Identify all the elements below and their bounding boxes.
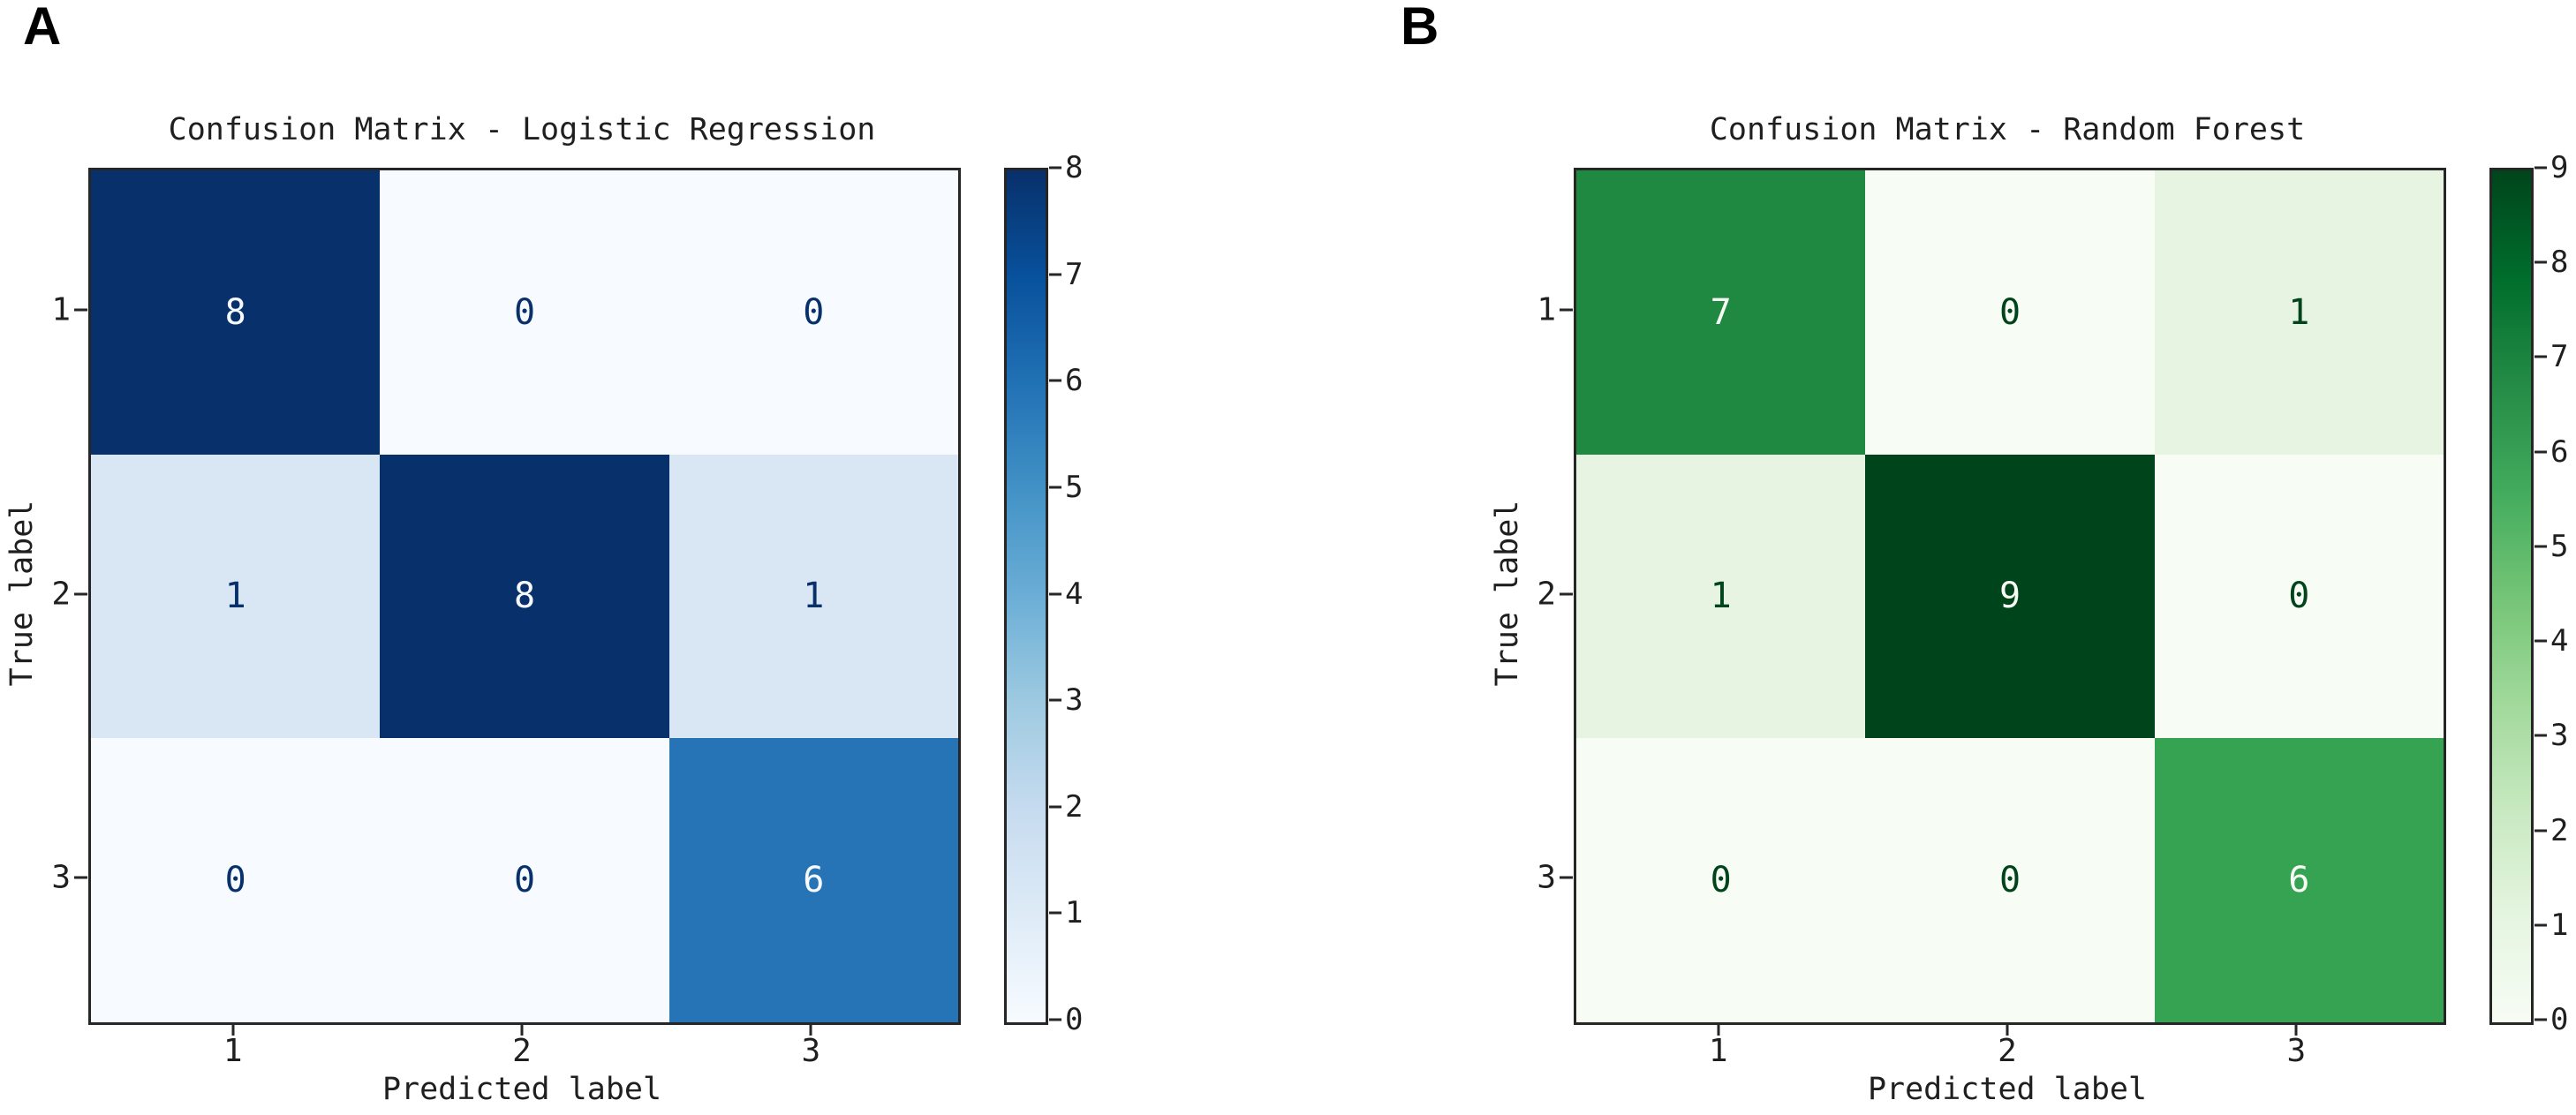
colorbar-tick-mark <box>1049 1018 1061 1021</box>
matrix-cell-r3c2: 0 <box>380 738 669 1022</box>
x-tick-mark <box>809 1022 812 1036</box>
matrix-cell-r2c3: 0 <box>2154 454 2444 739</box>
matrix-cell-r2c2: 9 <box>1865 454 2155 739</box>
colorbar-tick-label: 0 <box>1065 1002 1084 1037</box>
y-tick-mark <box>1560 592 1573 595</box>
x-axis-label: Predicted label <box>1867 1072 2148 1107</box>
matrix-cell-r1c3: 0 <box>669 170 958 455</box>
y-tick-label: 2 <box>51 576 71 612</box>
matrix-cell-r2c1: 1 <box>91 454 381 739</box>
colorbar-tick-mark <box>1049 166 1061 170</box>
colorbar-tick-label: 0 <box>2550 1002 2569 1037</box>
plot-title: Confusion Matrix - Random Forest <box>1709 112 2306 147</box>
colorbar-tick-label: 5 <box>1065 469 1084 505</box>
colorbar-tick-mark <box>1049 698 1061 702</box>
colorbar-tick-label: 6 <box>1065 363 1084 399</box>
colorbar-tick-label: 8 <box>2550 245 2569 281</box>
x-axis-label: Predicted label <box>381 1072 662 1107</box>
colorbar <box>2489 168 2534 1025</box>
y-tick-mark <box>74 876 87 879</box>
y-tick-mark <box>1560 876 1573 879</box>
matrix-cell-r2c2: 8 <box>380 454 669 739</box>
matrix-cell-r3c1: 0 <box>91 738 381 1022</box>
y-tick-label: 1 <box>1537 291 1556 328</box>
y-tick-label: 2 <box>1537 576 1556 612</box>
colorbar-tick-mark <box>1049 379 1061 382</box>
matrix-cell-r3c3: 6 <box>2154 738 2444 1022</box>
x-tick-label: 1 <box>1708 1033 1728 1069</box>
colorbar-tick-mark <box>1049 592 1061 595</box>
colorbar-tick-mark <box>2534 166 2547 170</box>
y-tick-label: 1 <box>51 291 71 328</box>
colorbar-tick-label: 7 <box>2550 339 2569 375</box>
y-tick-label: 3 <box>1537 859 1556 896</box>
colorbar-tick-mark <box>2534 829 2547 832</box>
colorbar-tick-label: 3 <box>1065 682 1084 719</box>
matrix-cell-r1c3: 1 <box>2154 170 2444 455</box>
matrix-cell-r1c2: 0 <box>380 170 669 455</box>
colorbar-tick-mark <box>2534 355 2547 358</box>
colorbar-tick-mark <box>1049 911 1061 915</box>
colorbar-tick-label: 1 <box>2550 907 2569 943</box>
panel-label-b: B <box>1401 0 1439 56</box>
colorbar <box>1004 168 1048 1025</box>
x-tick-label: 3 <box>2286 1033 2307 1069</box>
x-tick-label: 3 <box>801 1033 821 1069</box>
x-tick-mark <box>1717 1022 1720 1036</box>
y-tick-mark <box>1560 308 1573 312</box>
colorbar-tick-mark <box>2534 639 2547 643</box>
colorbar-tick-mark <box>1049 486 1061 489</box>
colorbar-tick-label: 2 <box>2550 812 2569 848</box>
matrix-cell-r1c1: 7 <box>1576 170 1866 455</box>
matrix-cell-r3c1: 0 <box>1576 738 1866 1022</box>
colorbar-tick-label: 4 <box>1065 576 1084 612</box>
colorbar-tick-label: 8 <box>1065 150 1084 185</box>
matrix-cell-r3c2: 0 <box>1865 738 2155 1022</box>
colorbar-tick-label: 3 <box>2550 718 2569 754</box>
colorbar-tick-label: 1 <box>1065 895 1084 931</box>
matrix-cell-r3c3: 6 <box>669 738 958 1022</box>
colorbar-tick-label: 9 <box>2550 150 2569 185</box>
colorbar-tick-label: 4 <box>2550 623 2569 659</box>
colorbar-tick-mark <box>2534 450 2547 454</box>
y-tick-mark <box>74 308 87 312</box>
panel-label-a: A <box>23 0 62 56</box>
y-tick-label: 3 <box>51 859 71 896</box>
colorbar-tick-label: 7 <box>1065 256 1084 292</box>
colorbar-tick-mark <box>1049 273 1061 276</box>
panel-logistic-regression: A Confusion Matrix - Logistic Regression… <box>4 0 1084 1107</box>
x-tick-label: 2 <box>512 1033 532 1069</box>
colorbar-tick-mark <box>1049 805 1061 809</box>
colorbar-tick-mark <box>2534 734 2547 737</box>
colorbar-tick-label: 2 <box>1065 788 1084 825</box>
colorbar-tick-label: 5 <box>2550 528 2569 564</box>
colorbar-tick-label: 6 <box>2550 433 2569 470</box>
colorbar-tick-mark <box>2534 545 2547 548</box>
matrix-cell-r2c3: 1 <box>669 454 958 739</box>
x-tick-label: 2 <box>1998 1033 2017 1069</box>
y-tick-mark <box>74 592 87 595</box>
colorbar-tick-mark <box>2534 260 2547 264</box>
x-tick-mark <box>231 1022 235 1036</box>
panel-random-forest: B Confusion Matrix - Random Forest True … <box>1401 0 2576 1115</box>
x-tick-mark <box>2006 1022 2009 1036</box>
x-tick-mark <box>520 1022 524 1036</box>
matrix-cell-r1c1: 8 <box>91 170 381 455</box>
matrix-cell-r2c1: 1 <box>1576 454 1866 739</box>
colorbar-tick-mark <box>2534 923 2547 927</box>
x-tick-label: 1 <box>223 1033 243 1069</box>
plot-title: Confusion Matrix - Logistic Regression <box>168 112 876 147</box>
matrix-cell-r1c2: 0 <box>1865 170 2155 455</box>
colorbar-tick-mark <box>2534 1018 2547 1021</box>
x-tick-mark <box>2294 1022 2298 1036</box>
